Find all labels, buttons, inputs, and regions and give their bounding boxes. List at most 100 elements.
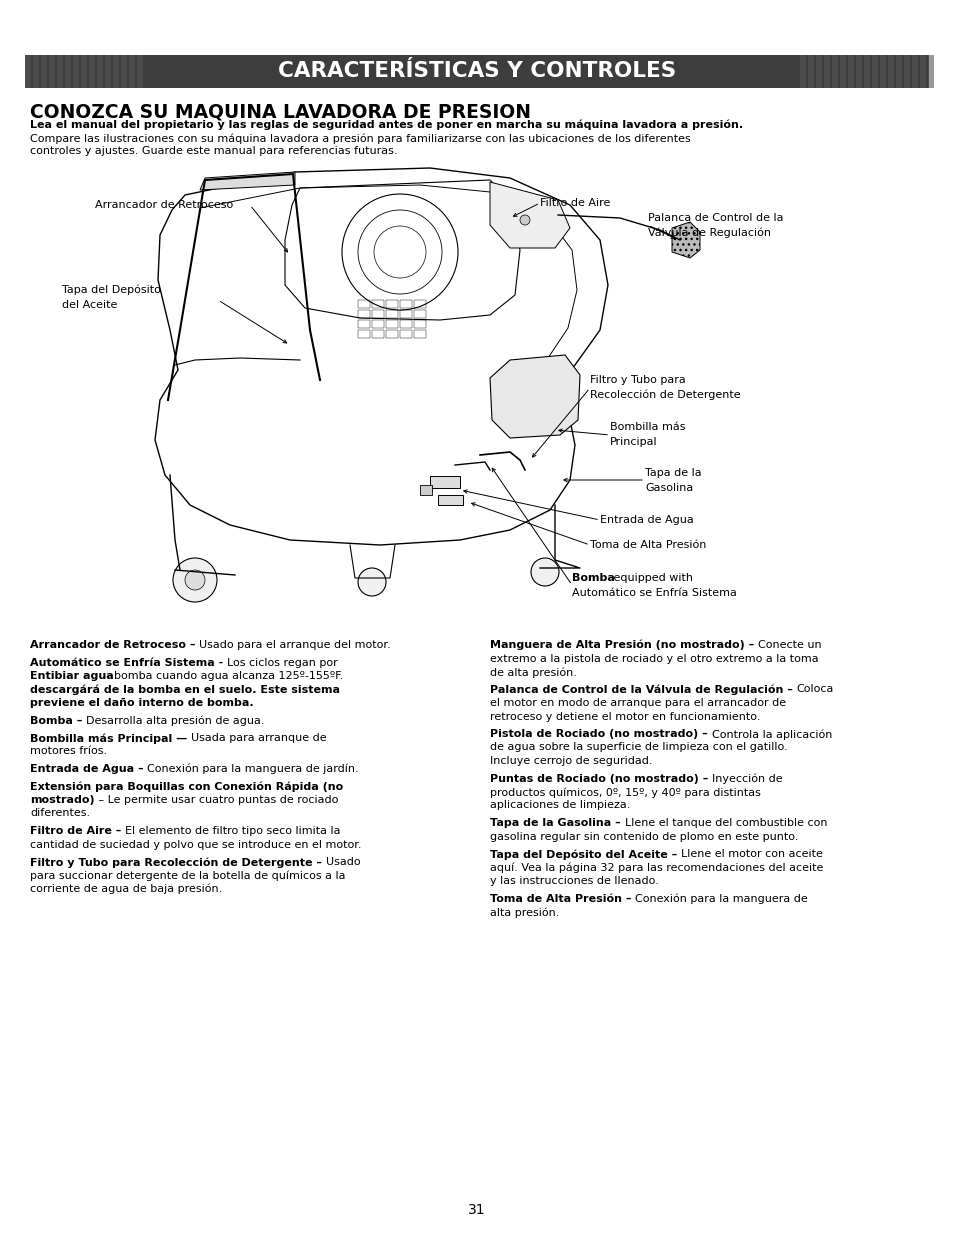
Bar bbox=[919, 56, 925, 88]
Bar bbox=[65, 56, 71, 88]
Polygon shape bbox=[200, 172, 294, 190]
Text: Bombilla más Principal —: Bombilla más Principal — bbox=[30, 734, 191, 743]
Bar bbox=[121, 56, 127, 88]
Text: Llene el tanque del combustible con: Llene el tanque del combustible con bbox=[624, 818, 826, 827]
Text: Llene el motor con aceite: Llene el motor con aceite bbox=[680, 848, 822, 860]
Bar bbox=[399, 300, 412, 308]
Bar bbox=[357, 300, 370, 308]
Text: Arrancador de Retroceso –: Arrancador de Retroceso – bbox=[30, 640, 199, 650]
Text: gasolina regular sin contenido de plomo en este punto.: gasolina regular sin contenido de plomo … bbox=[490, 831, 798, 841]
Bar bbox=[840, 56, 845, 88]
Circle shape bbox=[172, 558, 216, 601]
Bar bbox=[73, 56, 79, 88]
Text: extremo a la pistola de rociado y el otro extremo a la toma: extremo a la pistola de rociado y el otr… bbox=[490, 653, 818, 663]
Text: Tapa de la: Tapa de la bbox=[644, 468, 700, 478]
Text: mostrado): mostrado) bbox=[30, 795, 94, 805]
Circle shape bbox=[185, 571, 205, 590]
Text: Conecte un: Conecte un bbox=[758, 640, 821, 650]
Text: Toma de Alta Presión: Toma de Alta Presión bbox=[589, 540, 705, 550]
Circle shape bbox=[519, 215, 530, 225]
Text: Recolección de Detergente: Recolección de Detergente bbox=[589, 390, 740, 400]
Bar bbox=[863, 56, 869, 88]
Bar bbox=[815, 56, 821, 88]
Text: Palanca de Control de la Válvula de Regulación –: Palanca de Control de la Válvula de Regu… bbox=[490, 684, 796, 695]
Bar bbox=[911, 56, 917, 88]
Text: Incluye cerrojo de seguridad.: Incluye cerrojo de seguridad. bbox=[490, 756, 652, 766]
Text: bomba cuando agua alcanza 125º-155ºF.: bomba cuando agua alcanza 125º-155ºF. bbox=[113, 671, 346, 680]
Text: Filtro y Tubo para: Filtro y Tubo para bbox=[589, 375, 685, 385]
Text: Manguera de Alta Presión (no mostrado) –: Manguera de Alta Presión (no mostrado) – bbox=[490, 640, 758, 651]
Text: 31: 31 bbox=[468, 1203, 485, 1216]
Bar bbox=[414, 310, 426, 317]
Bar bbox=[41, 56, 47, 88]
Bar bbox=[357, 320, 370, 329]
Text: retroceso y detiene el motor en funcionamiento.: retroceso y detiene el motor en funciona… bbox=[490, 711, 760, 721]
Text: Bomba –: Bomba – bbox=[30, 715, 86, 725]
Bar bbox=[372, 320, 384, 329]
Bar bbox=[879, 56, 885, 88]
Bar bbox=[49, 56, 55, 88]
Bar bbox=[33, 56, 39, 88]
Bar bbox=[903, 56, 909, 88]
Bar bbox=[855, 56, 862, 88]
Text: productos químicos, 0º, 15º, y 40º para distintas: productos químicos, 0º, 15º, y 40º para … bbox=[490, 787, 760, 798]
Text: aquí. Vea la página 32 para las recomendaciones del aceite: aquí. Vea la página 32 para las recomend… bbox=[490, 862, 822, 873]
Text: Controla la aplicación: Controla la aplicación bbox=[711, 729, 831, 740]
Bar bbox=[129, 56, 135, 88]
Bar bbox=[437, 495, 462, 505]
Bar bbox=[386, 320, 397, 329]
Text: Pistola de Rociado (no mostrado) –: Pistola de Rociado (no mostrado) – bbox=[490, 729, 711, 739]
Text: del Aceite: del Aceite bbox=[62, 300, 117, 310]
Bar bbox=[386, 330, 397, 338]
Text: cantidad de suciedad y polvo que se introduce en el motor.: cantidad de suciedad y polvo que se intr… bbox=[30, 840, 361, 850]
Bar bbox=[357, 330, 370, 338]
Text: Toma de Alta Presión –: Toma de Alta Presión – bbox=[490, 893, 635, 904]
Text: descargárá de la bomba en el suelo. Este sistema: descargárá de la bomba en el suelo. Este… bbox=[30, 684, 339, 695]
Text: Filtro de Aire –: Filtro de Aire – bbox=[30, 826, 125, 836]
Bar bbox=[357, 310, 370, 317]
Text: Compare las ilustraciones con su máquina lavadora a presión para familiarizarse : Compare las ilustraciones con su máquina… bbox=[30, 133, 690, 143]
Bar bbox=[887, 56, 893, 88]
Text: Conexión para la manguera de jardín.: Conexión para la manguera de jardín. bbox=[148, 764, 358, 774]
Text: Bombilla más: Bombilla más bbox=[609, 422, 685, 432]
Text: controles y ajustes. Guarde este manual para referencias futuras.: controles y ajustes. Guarde este manual … bbox=[30, 146, 397, 156]
Bar bbox=[895, 56, 901, 88]
Bar bbox=[399, 320, 412, 329]
Bar bbox=[414, 320, 426, 329]
Text: el motor en modo de arranque para el arrancador de: el motor en modo de arranque para el arr… bbox=[490, 698, 785, 708]
Text: equipped with: equipped with bbox=[609, 573, 692, 583]
Text: CONOZCA SU MAQUINA LAVADORA DE PRESION: CONOZCA SU MAQUINA LAVADORA DE PRESION bbox=[30, 103, 531, 121]
Text: diferentes.: diferentes. bbox=[30, 809, 90, 819]
Bar bbox=[831, 56, 837, 88]
Text: Desarrolla alta presión de agua.: Desarrolla alta presión de agua. bbox=[86, 715, 265, 726]
Text: Bomba: Bomba bbox=[572, 573, 615, 583]
Bar bbox=[399, 310, 412, 317]
Bar bbox=[386, 300, 397, 308]
Bar bbox=[807, 56, 813, 88]
Polygon shape bbox=[490, 182, 569, 248]
Bar bbox=[871, 56, 877, 88]
Text: Entrada de Agua –: Entrada de Agua – bbox=[30, 764, 148, 774]
Circle shape bbox=[531, 558, 558, 585]
Text: Principal: Principal bbox=[609, 437, 657, 447]
Text: Los ciclos regan por: Los ciclos regan por bbox=[227, 657, 337, 667]
Bar bbox=[372, 310, 384, 317]
Text: El elemento de filtro tipo seco limita la: El elemento de filtro tipo seco limita l… bbox=[125, 826, 340, 836]
Bar bbox=[386, 310, 397, 317]
Text: y las instrucciones de llenado.: y las instrucciones de llenado. bbox=[490, 876, 659, 885]
Bar bbox=[25, 56, 30, 88]
Bar bbox=[97, 56, 103, 88]
Text: Tapa del Depósito: Tapa del Depósito bbox=[62, 285, 161, 295]
Text: de alta presión.: de alta presión. bbox=[490, 667, 577, 678]
Text: previene el daño interno de bomba.: previene el daño interno de bomba. bbox=[30, 698, 253, 708]
Bar bbox=[105, 56, 111, 88]
Bar bbox=[823, 56, 829, 88]
Text: Lea el manual del propietario y las reglas de seguridad antes de poner en marcha: Lea el manual del propietario y las regl… bbox=[30, 120, 742, 131]
Text: Puntas de Rociado (no mostrado) –: Puntas de Rociado (no mostrado) – bbox=[490, 773, 712, 783]
Text: – Le permite usar cuatro puntas de rociado: – Le permite usar cuatro puntas de rocia… bbox=[94, 795, 337, 805]
Text: Tapa del Depósito del Aceite –: Tapa del Depósito del Aceite – bbox=[490, 848, 680, 860]
Bar bbox=[414, 300, 426, 308]
Polygon shape bbox=[671, 222, 700, 258]
Bar bbox=[419, 485, 432, 495]
Text: Filtro y Tubo para Recolección de Detergente –: Filtro y Tubo para Recolección de Deterg… bbox=[30, 857, 326, 867]
